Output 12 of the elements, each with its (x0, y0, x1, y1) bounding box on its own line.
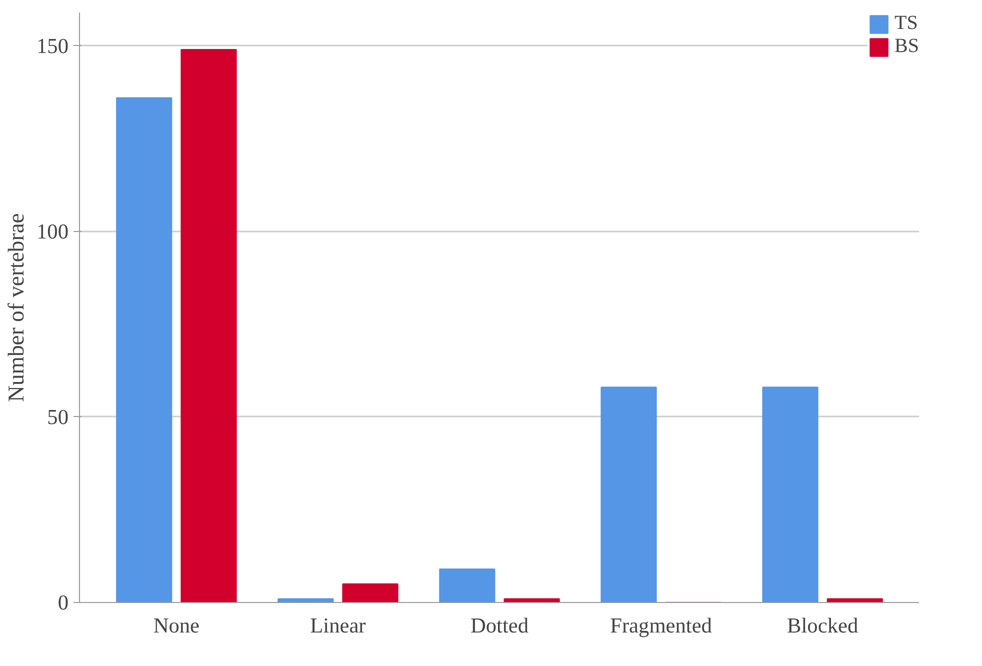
y-axis-title: Number of vertebrae (4, 213, 29, 402)
x-tick-label: Blocked (787, 614, 858, 638)
y-tick-label: 0 (58, 590, 69, 614)
y-tick-label: 100 (36, 219, 69, 244)
legend-label: TS (894, 12, 918, 35)
y-tick-label: 50 (47, 404, 68, 429)
x-tick-label: Linear (310, 614, 366, 638)
legend-label: BS (894, 35, 919, 58)
x-tick-label: None (153, 614, 200, 638)
x-tick-label: Dotted (470, 614, 529, 638)
y-tick-label: 150 (36, 34, 69, 58)
x-tick-label: Fragmented (610, 614, 712, 638)
